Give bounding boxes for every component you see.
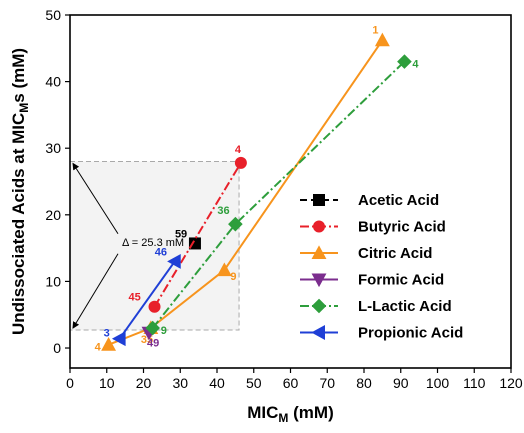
legend-marker [311,325,325,340]
x-tick-label: 50 [246,375,262,391]
legend-label: Formic Acid [358,272,444,289]
data-point [374,32,390,47]
series-butyric-acid: 45 4 [129,144,247,313]
data-label: 46 [155,246,167,258]
x-tick-label: 60 [283,375,299,391]
series-line [153,162,242,308]
y-tick-label: 0 [53,340,61,356]
x-tick-label: 80 [356,375,372,391]
data-label: 59 [175,228,187,240]
data-point [167,253,181,269]
y-tick-label: 30 [45,140,61,156]
data-point [188,237,201,250]
data-point [216,262,232,277]
data-point [228,216,243,232]
legend-marker [311,245,327,259]
y-tick-label: 20 [45,207,61,223]
legend-marker [313,220,325,233]
legend-label: Acetic Acid [358,192,439,209]
y-axis-title: Undissociated Acids at MICMs (mM) [9,48,31,335]
x-axis-title-subscript: M [278,411,288,425]
x-axis-title-main: MIC [247,403,278,422]
data-label: 4 [95,342,102,354]
legend-item: Propionic Acid [300,325,463,342]
data-point [234,156,247,169]
y-tick-label: 50 [45,7,61,23]
annotation-arrow-up [72,162,119,235]
legend-label: Citric Acid [358,245,432,262]
legend-marker [311,273,327,288]
data-point [148,300,161,313]
legend-item: Citric Acid [300,245,432,262]
series-line [108,39,384,346]
annotation-arrow-down [72,253,119,329]
legend: Acetic Acid Butyric Acid Citric Acid Formic… [300,192,463,342]
data-label: 1 [372,24,378,36]
series-line [118,260,176,340]
x-tick-label: 30 [172,375,188,391]
series-propionic-acid: 3 46 [104,246,181,347]
series-acetic-acid: 59 [175,228,201,250]
legend-item: Formic Acid [300,272,444,289]
legend-item: Acetic Acid [300,192,439,209]
x-tick-label: 40 [209,375,225,391]
x-tick-label: 90 [393,375,409,391]
y-axis-title-main: Undissociated Acids at MIC [9,113,28,335]
annotation-label: Δ = 25.3 mM [122,237,184,249]
x-axis-title: MICM (mM) [247,403,334,425]
x-tick-label: 10 [99,375,115,391]
legend-label: L-Lactic Acid [358,298,452,315]
legend-label: Butyric Acid [358,219,446,236]
x-tick-label: 70 [319,375,335,391]
x-tick-label: 100 [426,375,450,391]
data-label: 9 [230,271,236,283]
y-tick-label: 40 [45,74,61,90]
x-tick-label: 120 [499,375,523,391]
data-label: 9 [161,325,167,337]
legend-marker [311,298,327,314]
y-axis-title-subscript: M [17,103,31,113]
series-l-lactic-acid: 9 36 4 [145,54,419,337]
legend-label: Propionic Acid [358,325,463,342]
data-point [397,54,412,69]
y-axis-title-suffix: s (mM) [9,48,28,103]
legend-marker [313,194,325,206]
data-point [101,337,117,351]
data-label: 4 [235,144,242,156]
legend-item: L-Lactic Acid [300,298,452,315]
x-axis-title-suffix: (mM) [288,403,333,422]
data-point [111,331,126,347]
legend-item: Butyric Acid [300,219,446,236]
data-label: 36 [217,205,229,217]
x-tick-label: 0 [66,375,74,391]
data-label: 3 [104,328,110,340]
data-label: 45 [129,292,141,304]
x-tick-label: 20 [136,375,152,391]
data-label: 4 [412,59,419,71]
axes: 0 10 20 30 40 50 60 70 80 90 100 110 120 0 10 20 30 40 50 [45,7,522,391]
x-tick-label: 110 [463,375,486,391]
data-point [145,320,160,336]
y-tick-label: 10 [45,273,61,289]
data-label: 49 [147,338,159,350]
